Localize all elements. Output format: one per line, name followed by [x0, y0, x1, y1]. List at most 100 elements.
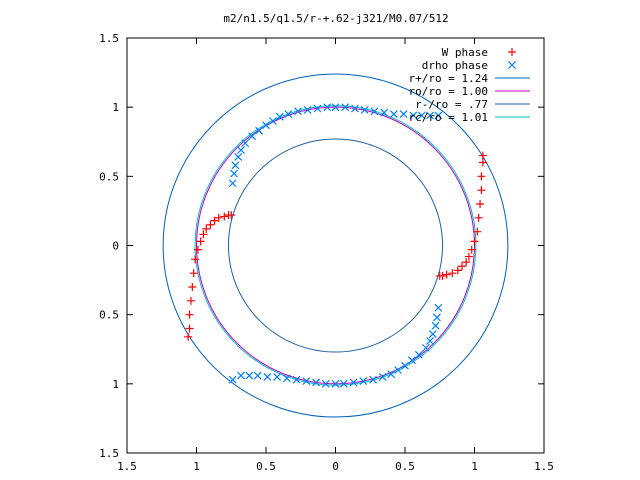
- drho-phase-point: [275, 112, 284, 121]
- w-phase-point: [199, 230, 208, 239]
- drho-phase-point: [421, 343, 430, 352]
- drho-phase-point: [241, 139, 250, 148]
- drho-phase-point: [380, 108, 389, 117]
- drho-phase-point: [234, 153, 243, 161]
- drho-phase-point: [245, 371, 254, 380]
- drho-phase-point: [228, 375, 237, 384]
- legend-label: ro/ro = 1.00: [409, 85, 488, 98]
- x-tick-label: 1: [471, 460, 478, 473]
- w-phase-point: [220, 212, 229, 221]
- w-phase-point: [202, 224, 211, 233]
- x-tick-label: 1: [193, 460, 200, 473]
- y-tick-label: 0.5: [99, 309, 119, 322]
- w-phase-point: [189, 269, 198, 278]
- legend-label: rc/ro = 1.01: [409, 111, 488, 124]
- w-phase-point: [193, 245, 202, 254]
- series-drho-phase: [228, 103, 443, 388]
- w-phase-point: [474, 213, 483, 222]
- drho-phase-point: [428, 330, 437, 338]
- drho-phase-point: [284, 110, 293, 119]
- drho-phase-point: [331, 379, 340, 388]
- drho-phase-point: [394, 366, 402, 374]
- drho-phase-point: [341, 103, 350, 112]
- circle-r-ro: [227, 138, 444, 353]
- drho-phase-point: [331, 103, 340, 112]
- drho-phase-point: [255, 126, 263, 135]
- drho-phase-point: [369, 375, 377, 384]
- drho-phase-point: [431, 321, 440, 330]
- w-phase-point: [462, 258, 471, 267]
- w-phase-point: [184, 332, 193, 341]
- w-phase-point: [442, 270, 451, 279]
- y-tick-label: 1.5: [99, 32, 119, 45]
- circle-rc-ro: [194, 105, 477, 386]
- drho-phase-point: [414, 350, 423, 359]
- w-phase-point: [186, 296, 195, 305]
- drho-phase-point: [370, 107, 379, 116]
- drho-phase-point: [351, 104, 359, 113]
- drho-phase-point: [387, 370, 396, 379]
- drho-phase-point: [292, 375, 301, 384]
- drho-phase-point: [339, 379, 348, 388]
- w-phase-point: [467, 245, 476, 254]
- drho-phase-point: [262, 121, 270, 130]
- drho-phase-point: [228, 179, 237, 188]
- drho-phase-point: [269, 117, 277, 125]
- drho-phase-point: [401, 361, 409, 370]
- w-phase-point: [477, 172, 486, 181]
- legend-label: drho phase: [422, 59, 488, 72]
- drho-phase-point: [294, 107, 302, 116]
- data-points: [184, 103, 487, 388]
- drho-phase-point: [231, 161, 240, 170]
- w-phase-point: [188, 283, 197, 291]
- drho-phase-point: [302, 377, 311, 385]
- drho-phase-point: [237, 146, 245, 154]
- w-phase-point: [473, 227, 482, 236]
- w-phase-point: [477, 186, 486, 195]
- drho-phase-point: [263, 372, 272, 381]
- drho-phase-point: [312, 378, 320, 387]
- w-phase-point: [464, 252, 473, 261]
- w-phase-point: [185, 324, 194, 333]
- circle-ro-ro: [196, 106, 475, 385]
- drho-phase-point: [321, 379, 330, 388]
- w-phase-point: [206, 220, 215, 229]
- y-tick-label: 1: [112, 101, 119, 114]
- drho-phase-point: [230, 169, 238, 178]
- drho-phase-point: [399, 110, 408, 119]
- y-tick-label: 0: [112, 240, 119, 253]
- w-phase-point: [227, 211, 236, 220]
- w-phase-point: [210, 216, 219, 225]
- w-phase-point: [435, 271, 444, 280]
- w-phase-point: [185, 310, 194, 319]
- drho-phase-point: [434, 303, 443, 312]
- drho-phase-point: [349, 378, 358, 387]
- y-tick-label: 0.5: [99, 170, 119, 183]
- w-phase-point: [470, 237, 479, 246]
- w-phase-point: [476, 200, 485, 208]
- series-w-phase: [184, 151, 487, 341]
- x-tick-label: 0: [332, 460, 339, 473]
- drho-phase-point: [389, 110, 398, 119]
- legend-label: r+/ro = 1.24: [409, 72, 489, 85]
- legend-marker: [508, 61, 516, 69]
- drho-phase-point: [408, 356, 416, 365]
- x-tick-label: 1.5: [534, 460, 554, 473]
- axis-ticks: 1.5 1 0.5 0 0.5 1 1.51.510.500.511.5: [99, 32, 554, 473]
- legend-marker: [508, 48, 516, 56]
- chart-title: m2/n1.5/q1.5/r-+.62-j321/M0.07/512: [223, 12, 448, 25]
- drho-phase-point: [253, 371, 262, 380]
- w-phase-point: [214, 213, 223, 222]
- w-phase-point: [453, 266, 462, 275]
- drho-phase-point: [417, 111, 426, 120]
- drho-phase-point: [409, 111, 418, 120]
- x-tick-label: 0.5: [395, 460, 415, 473]
- circle-r-ro: [162, 73, 509, 418]
- w-phase-point: [478, 158, 487, 167]
- y-tick-label: 1.5: [99, 447, 119, 460]
- drho-phase-point: [433, 313, 441, 322]
- drho-phase-point: [359, 377, 368, 385]
- drho-phase-point: [273, 372, 282, 381]
